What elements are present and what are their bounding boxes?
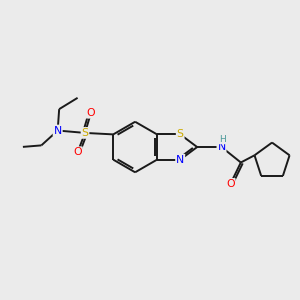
Text: N: N [176, 155, 184, 165]
Text: H: H [219, 134, 226, 143]
Text: S: S [82, 128, 88, 138]
Text: N: N [218, 142, 226, 152]
Text: O: O [87, 108, 95, 118]
Text: O: O [226, 179, 235, 189]
Text: S: S [177, 129, 184, 140]
Text: O: O [73, 147, 82, 157]
Text: N: N [54, 125, 62, 136]
